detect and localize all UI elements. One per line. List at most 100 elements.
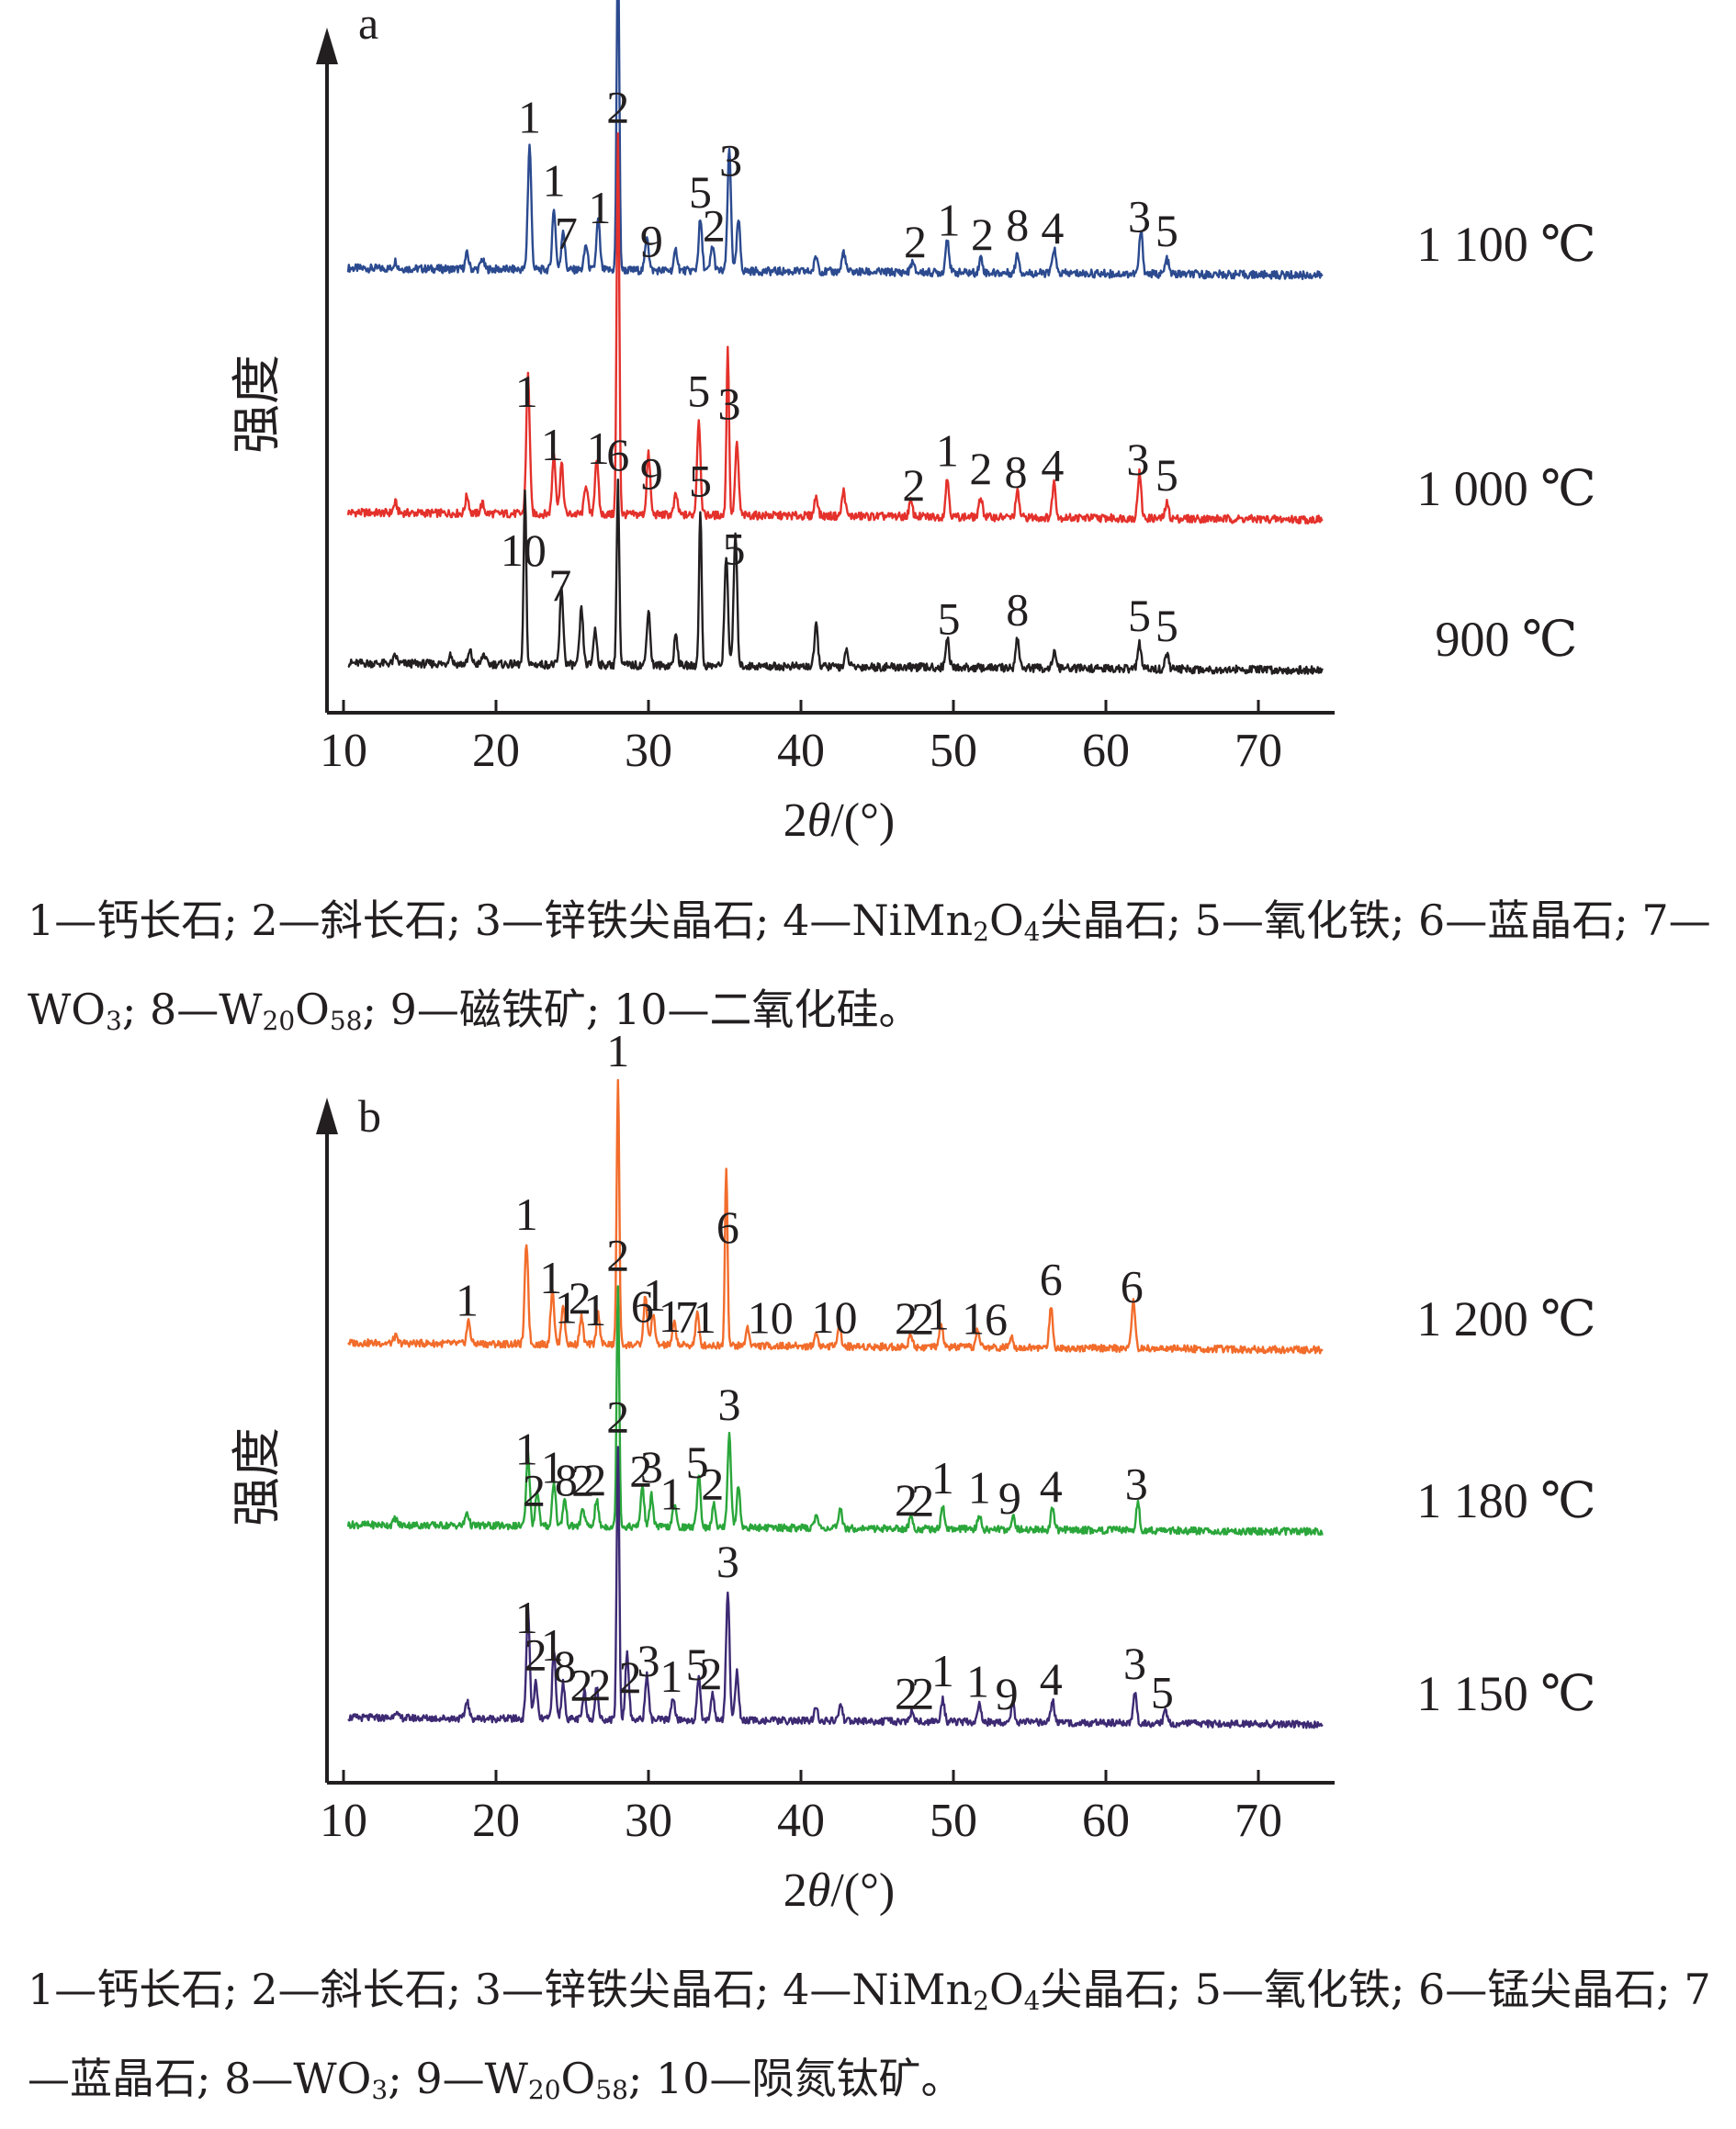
- peak-label: 1: [659, 1290, 682, 1342]
- panel-label: b: [358, 1090, 381, 1142]
- peak-label: 3: [640, 1441, 663, 1493]
- peak-label: 1: [515, 1188, 538, 1240]
- peak-label: 1: [539, 1252, 562, 1303]
- peak-label: 2: [523, 1464, 546, 1515]
- peak-label: 1: [456, 1274, 479, 1325]
- peak-label: 8: [1006, 198, 1029, 250]
- series-line-b-2: [347, 1446, 1324, 1729]
- peak-label: 1: [606, 1025, 629, 1076]
- x-tick-label: 60: [1082, 1795, 1130, 1847]
- peak-label: 1: [962, 1292, 985, 1344]
- peak-label: 3: [717, 377, 740, 429]
- peak-label: 1: [518, 92, 541, 143]
- peak-label: 3: [1128, 191, 1151, 242]
- x-tick-label: 30: [625, 1795, 672, 1847]
- peak-label: 5: [1151, 1666, 1174, 1718]
- peak-label: 2: [911, 1475, 934, 1526]
- series-name-label: 1 200 ℃: [1416, 1291, 1595, 1346]
- peak-label: 9: [640, 448, 663, 500]
- x-axis-label: 2θ/(°): [783, 794, 895, 847]
- peak-label: 3: [716, 1536, 739, 1587]
- peak-label: 3: [1123, 1638, 1146, 1689]
- peak-label: 5: [689, 455, 712, 506]
- peak-label: 8: [555, 1454, 578, 1505]
- peak-label: 9: [998, 1472, 1021, 1524]
- legend-b: 1—钙长石; 2—斜长石; 3—锌铁尖晶石; 4—NiMn2O4尖晶石; 5—氧…: [28, 1965, 1711, 2105]
- peak-label: 2: [895, 1474, 918, 1526]
- peak-label: 2: [971, 208, 994, 260]
- peak-label: 1: [541, 1441, 564, 1493]
- series-line-b-0: [347, 1078, 1324, 1355]
- peak-label: 1: [968, 1461, 991, 1513]
- peak-label: 5: [938, 592, 961, 644]
- x-tick-label: 50: [930, 725, 977, 777]
- peak-label: 2: [606, 82, 629, 133]
- series-name-label: 1 100 ℃: [1416, 217, 1595, 272]
- peak-label: 1: [931, 1645, 954, 1696]
- y-axis-arrow: [316, 28, 338, 64]
- peak-label: 2: [911, 1668, 934, 1719]
- series-name-label: 900 ℃: [1436, 612, 1578, 667]
- peak-label: 7: [675, 1291, 698, 1343]
- peak-label: 6: [1121, 1261, 1144, 1312]
- peak-label: 3: [719, 135, 742, 186]
- x-tick-label: 40: [777, 725, 825, 777]
- x-tick-label: 50: [930, 1795, 977, 1847]
- peak-label: 4: [1040, 1460, 1063, 1512]
- peak-label: 5: [686, 1436, 709, 1488]
- peak-label: 7: [555, 208, 578, 259]
- peak-label: 2: [629, 1446, 652, 1497]
- x-tick-label: 30: [625, 725, 672, 777]
- peak-label: 8: [553, 1640, 576, 1692]
- peak-label: 1: [936, 425, 959, 477]
- x-tick-label: 60: [1082, 725, 1130, 777]
- peak-label: 1: [938, 195, 961, 246]
- peak-label: 2: [703, 199, 726, 251]
- xrd-panel-a: a102030405060702θ/(°)强度11712952321284351…: [228, 0, 1596, 847]
- series-line-a-0: [346, 0, 1324, 280]
- peak-label: 5: [1128, 590, 1151, 641]
- x-tick-label: 40: [777, 1795, 825, 1847]
- peak-label: 1: [643, 1269, 666, 1321]
- peak-label: 1: [543, 155, 566, 207]
- y-axis-label: 强度: [228, 355, 286, 454]
- peak-label: 2: [701, 1458, 724, 1509]
- peak-label: 5: [1155, 600, 1178, 651]
- peak-label: 4: [1040, 1653, 1063, 1705]
- peak-label: 5: [686, 1639, 709, 1690]
- peak-label: 7: [548, 559, 571, 611]
- peak-label: 2: [895, 1667, 918, 1718]
- peak-label: 8: [1005, 446, 1028, 498]
- peak-label: 5: [689, 166, 712, 218]
- legend-a: 1—钙长石; 2—斜长石; 3—锌铁尖晶石; 4—NiMn2O4尖晶石; 5—氧…: [28, 896, 1711, 1036]
- peak-label: 2: [588, 1659, 611, 1710]
- x-tick-label: 70: [1234, 725, 1282, 777]
- peak-label: 1: [541, 1619, 564, 1671]
- peak-label: 9: [996, 1668, 1019, 1719]
- series-line-a-2: [347, 479, 1324, 675]
- x-tick-label: 10: [320, 1795, 367, 1847]
- peak-label: 6: [716, 1201, 739, 1253]
- x-axis-label: 2θ/(°): [783, 1864, 895, 1917]
- peak-label: 2: [583, 1454, 606, 1505]
- series-name-label: 1 000 ℃: [1416, 461, 1595, 516]
- peak-label: 9: [640, 215, 663, 266]
- peak-label: 2: [606, 1391, 629, 1442]
- peak-label: 4: [1041, 202, 1064, 253]
- peak-label: 1: [588, 182, 611, 233]
- peak-label: 8: [1006, 583, 1029, 635]
- peak-label: 6: [631, 1280, 654, 1332]
- x-tick-label: 70: [1234, 1795, 1282, 1847]
- peak-label: 6: [606, 429, 629, 480]
- peak-label: 2: [911, 1293, 934, 1345]
- peak-label: 1: [583, 1284, 606, 1335]
- series-line-b-1: [346, 1285, 1324, 1537]
- peak-label: 3: [637, 1635, 660, 1686]
- x-tick-label: 20: [472, 725, 520, 777]
- peak-label: 1: [515, 1592, 538, 1643]
- peak-label: 2: [904, 216, 927, 267]
- peak-label: 1: [659, 1468, 682, 1519]
- peak-label: 6: [985, 1293, 1008, 1345]
